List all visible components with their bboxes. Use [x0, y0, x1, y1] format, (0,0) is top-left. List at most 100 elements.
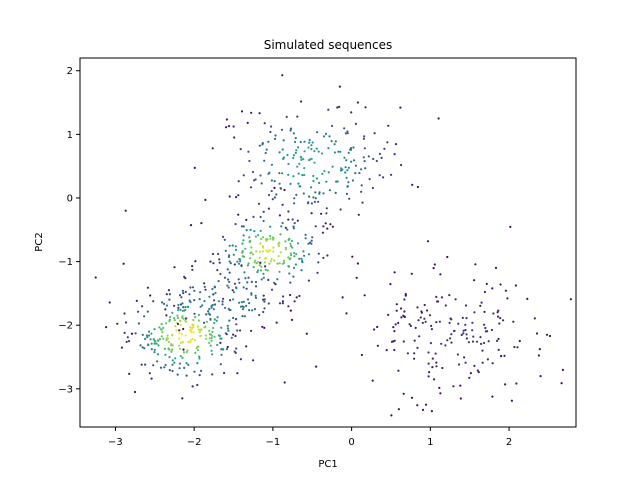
data-point	[177, 303, 180, 307]
data-point	[185, 374, 188, 377]
data-point	[292, 275, 295, 278]
data-point	[560, 382, 563, 385]
data-point	[287, 265, 290, 268]
data-point	[387, 124, 390, 127]
data-point	[211, 330, 214, 333]
data-point	[209, 317, 212, 321]
x-tick-label: −2	[187, 437, 202, 448]
data-point	[184, 319, 187, 322]
data-point	[251, 309, 254, 312]
data-point	[464, 304, 468, 307]
data-point	[325, 180, 328, 183]
data-point	[393, 348, 396, 352]
data-point	[181, 397, 184, 400]
x-tick-label: 1	[427, 437, 433, 448]
data-point	[173, 266, 176, 269]
data-point	[296, 219, 299, 222]
data-point	[317, 252, 320, 255]
data-point	[225, 348, 228, 351]
data-point	[361, 201, 364, 204]
data-point	[184, 290, 187, 293]
data-point	[171, 369, 174, 373]
data-point	[383, 147, 386, 150]
data-point	[287, 173, 290, 176]
data-point	[227, 278, 230, 281]
data-point	[226, 268, 229, 271]
data-point	[343, 156, 346, 159]
data-point	[179, 323, 182, 326]
data-point	[363, 135, 366, 138]
data-point	[250, 251, 253, 254]
data-point	[308, 139, 311, 142]
data-point	[286, 228, 289, 231]
data-point	[165, 322, 168, 325]
data-point	[299, 140, 302, 144]
data-point	[208, 295, 211, 298]
data-point	[223, 371, 226, 375]
data-point	[344, 171, 347, 174]
data-point	[346, 132, 349, 135]
data-point	[433, 263, 436, 266]
data-point	[179, 308, 182, 311]
data-point	[262, 272, 265, 275]
data-point	[280, 225, 283, 228]
data-point	[259, 250, 262, 253]
data-point	[238, 281, 241, 284]
data-point	[227, 125, 231, 128]
data-point	[182, 309, 186, 312]
data-point	[180, 296, 183, 299]
data-point	[181, 302, 184, 305]
data-point	[212, 293, 215, 296]
data-point	[325, 212, 328, 215]
data-point	[293, 300, 296, 303]
data-point	[278, 270, 281, 273]
data-point	[224, 249, 227, 252]
data-point	[178, 332, 181, 335]
data-point	[179, 303, 182, 306]
data-point	[248, 236, 251, 239]
data-point	[167, 340, 170, 344]
data-point	[272, 238, 275, 241]
data-point	[258, 313, 261, 317]
data-point	[219, 272, 222, 276]
data-point	[152, 300, 155, 303]
data-point	[295, 193, 298, 196]
data-point	[123, 312, 126, 315]
data-point	[209, 260, 212, 263]
data-point	[352, 146, 355, 149]
data-point	[421, 408, 425, 411]
data-point	[236, 329, 239, 332]
data-point	[286, 153, 289, 157]
data-point	[496, 339, 499, 342]
data-point	[548, 334, 552, 338]
data-point	[421, 321, 424, 324]
data-point	[323, 170, 326, 173]
data-point	[314, 191, 317, 194]
data-point	[419, 316, 422, 319]
data-point	[431, 357, 434, 360]
data-point	[312, 174, 315, 178]
data-point	[324, 132, 327, 135]
x-tick-label: −3	[108, 437, 123, 448]
data-point	[380, 156, 383, 159]
data-point	[510, 399, 513, 402]
data-point	[295, 149, 298, 152]
data-point	[237, 262, 241, 265]
data-point	[502, 319, 505, 322]
data-point	[253, 308, 257, 311]
data-point	[168, 298, 171, 301]
data-point	[316, 131, 319, 134]
data-point	[299, 185, 302, 188]
data-point	[318, 181, 321, 184]
data-point	[181, 340, 184, 343]
data-point	[193, 370, 196, 373]
data-point	[197, 349, 200, 352]
data-point	[358, 171, 361, 175]
data-point	[393, 271, 396, 274]
data-point	[259, 229, 262, 232]
data-point	[161, 301, 164, 304]
data-point	[254, 280, 258, 284]
data-point	[486, 330, 489, 333]
data-point	[569, 298, 573, 301]
data-point	[256, 260, 259, 263]
